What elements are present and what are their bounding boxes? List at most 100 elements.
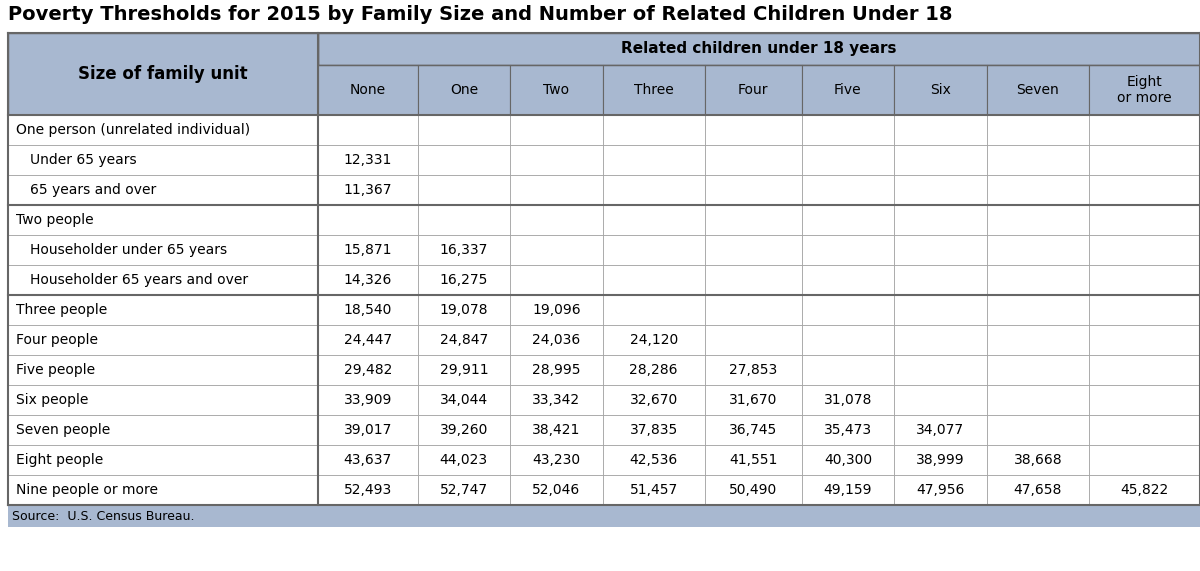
Text: Nine people or more: Nine people or more [16, 483, 158, 497]
Bar [1090, 115, 1200, 145]
Bar [894, 355, 986, 385]
Bar [418, 355, 510, 385]
Text: 44,023: 44,023 [439, 453, 488, 467]
Text: 11,367: 11,367 [343, 183, 392, 197]
Bar [602, 445, 704, 475]
Text: 52,046: 52,046 [532, 483, 581, 497]
Bar [704, 385, 802, 415]
Text: One person (unrelated individual): One person (unrelated individual) [16, 123, 250, 137]
Text: Householder 65 years and over: Householder 65 years and over [30, 273, 248, 287]
Text: 34,044: 34,044 [439, 393, 488, 407]
Bar [602, 145, 704, 175]
Bar [418, 475, 510, 505]
Text: 33,342: 33,342 [533, 393, 581, 407]
Text: Eight people: Eight people [16, 453, 103, 467]
Bar [802, 145, 894, 175]
Text: 40,300: 40,300 [824, 453, 872, 467]
Text: 19,078: 19,078 [439, 303, 488, 317]
Bar [318, 115, 418, 145]
Bar [1090, 235, 1200, 265]
Text: 24,447: 24,447 [343, 333, 392, 347]
Text: 43,637: 43,637 [343, 453, 392, 467]
Text: Size of family unit: Size of family unit [78, 65, 248, 83]
Bar [510, 65, 602, 115]
Bar [602, 115, 704, 145]
Bar [8, 205, 318, 235]
Bar [1090, 325, 1200, 355]
Bar [318, 445, 418, 475]
Bar [986, 205, 1090, 235]
Text: 37,835: 37,835 [630, 423, 678, 437]
Text: 28,286: 28,286 [630, 363, 678, 377]
Text: 19,096: 19,096 [532, 303, 581, 317]
Bar [802, 115, 894, 145]
Bar [602, 235, 704, 265]
Text: 38,421: 38,421 [532, 423, 581, 437]
Bar [510, 415, 602, 445]
Bar [418, 445, 510, 475]
Text: 47,956: 47,956 [916, 483, 965, 497]
Bar [986, 265, 1090, 295]
Bar [8, 175, 318, 205]
Text: Under 65 years: Under 65 years [30, 153, 137, 167]
Text: Six: Six [930, 83, 950, 97]
Bar [704, 265, 802, 295]
Bar [1090, 145, 1200, 175]
Bar [8, 355, 318, 385]
Bar [704, 175, 802, 205]
Bar [418, 415, 510, 445]
Bar [704, 145, 802, 175]
Bar [986, 235, 1090, 265]
Text: 27,853: 27,853 [730, 363, 778, 377]
Bar [318, 415, 418, 445]
Bar [602, 295, 704, 325]
Text: 36,745: 36,745 [730, 423, 778, 437]
Bar [418, 295, 510, 325]
Bar [986, 385, 1090, 415]
Text: 52,493: 52,493 [343, 483, 392, 497]
Text: 18,540: 18,540 [343, 303, 392, 317]
Text: 31,670: 31,670 [730, 393, 778, 407]
Text: Related children under 18 years: Related children under 18 years [622, 42, 896, 57]
Text: 41,551: 41,551 [730, 453, 778, 467]
Bar [802, 205, 894, 235]
Text: 34,077: 34,077 [917, 423, 965, 437]
Bar [704, 325, 802, 355]
Text: Five: Five [834, 83, 862, 97]
Text: 29,482: 29,482 [343, 363, 392, 377]
Bar [602, 325, 704, 355]
Bar [802, 445, 894, 475]
Bar [318, 145, 418, 175]
Bar [986, 445, 1090, 475]
Bar [510, 175, 602, 205]
Text: Poverty Thresholds for 2015 by Family Size and Number of Related Children Under : Poverty Thresholds for 2015 by Family Si… [8, 5, 953, 24]
Bar [8, 235, 318, 265]
Bar [418, 265, 510, 295]
Bar [1090, 265, 1200, 295]
Bar [318, 385, 418, 415]
Bar [802, 325, 894, 355]
Bar [318, 205, 418, 235]
Bar [8, 295, 318, 325]
Text: 24,847: 24,847 [439, 333, 488, 347]
Text: 38,668: 38,668 [1014, 453, 1062, 467]
Bar [8, 265, 318, 295]
Bar [986, 475, 1090, 505]
Bar [1090, 385, 1200, 415]
Bar [704, 205, 802, 235]
Bar [418, 235, 510, 265]
Text: 32,670: 32,670 [630, 393, 678, 407]
Bar [802, 235, 894, 265]
Text: Three: Three [634, 83, 673, 97]
Bar [510, 325, 602, 355]
Bar [602, 415, 704, 445]
Text: 16,337: 16,337 [439, 243, 488, 257]
Bar [986, 295, 1090, 325]
Bar [894, 445, 986, 475]
Bar [894, 235, 986, 265]
Text: 45,822: 45,822 [1121, 483, 1169, 497]
Bar [704, 115, 802, 145]
Bar [8, 33, 318, 115]
Bar [894, 415, 986, 445]
Text: 24,120: 24,120 [630, 333, 678, 347]
